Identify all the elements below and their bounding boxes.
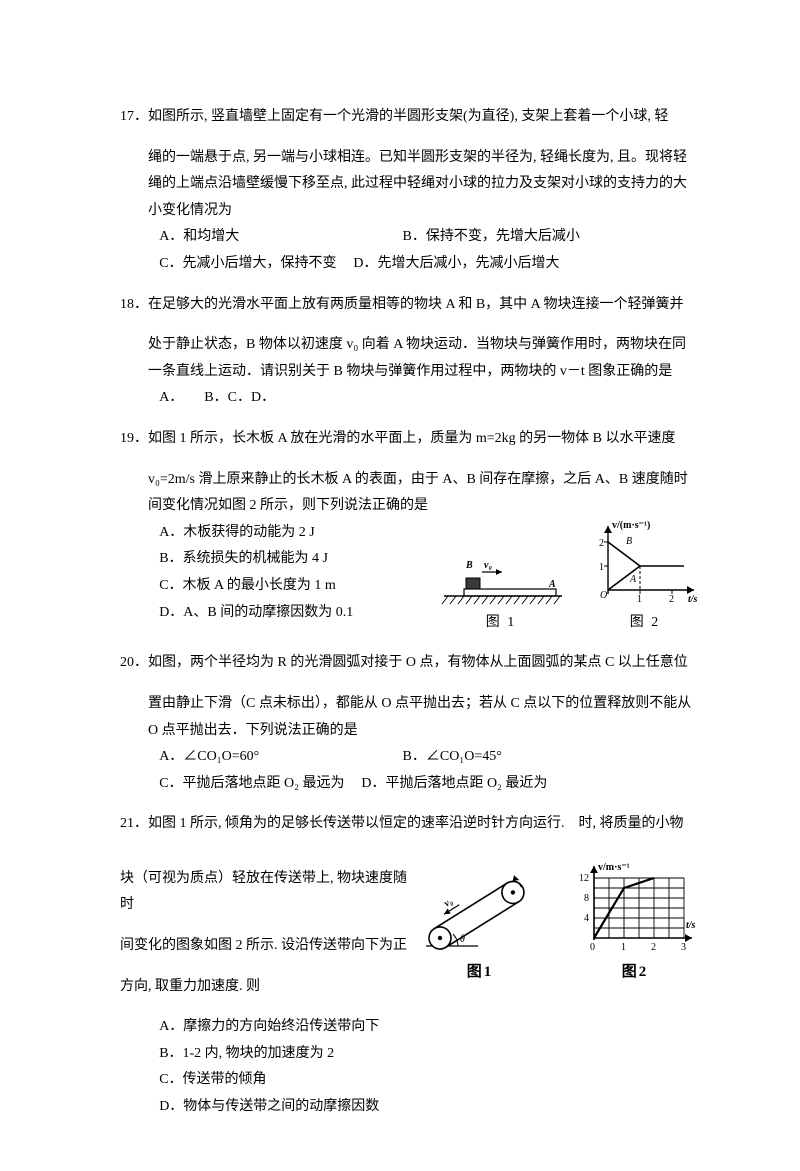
q18-options: A． B．C．D． (120, 385, 700, 412)
q17-line: 绳的上端点沿墙壁缓慢下移至点, 此过程中轻绳对小球的拉力及支架对小球的支持力的大 (120, 171, 700, 198)
question-18-text: 18．在足够大的光滑水平面上放有两质量相等的物块 A 和 B，其中 A 物块连接… (120, 292, 700, 386)
q19-figure-1: B v₀ A 图 1 (436, 556, 566, 637)
question-20-text: 20．如图，两个半径均为 R 的光滑圆弧对接于 O 点，有物体从上面圆弧的某点 … (120, 650, 700, 744)
q21-figure-2: v/m·s⁻¹ t/s 0 1 2 3 4 8 12 图2 (570, 858, 700, 987)
q20-line: O 点平抛出去．下列说法正确的是 (120, 718, 700, 745)
belt-theta: θ (460, 934, 465, 945)
ytick-1: 1 (599, 562, 604, 573)
q20-opt-d: D．平抛后落地点距 O₂ 最近为 (361, 771, 547, 798)
q21-line: 21．如图 1 所示, 倾角为的足够长传送带以恒定的速率沿逆时针方向运行. 时,… (120, 811, 700, 838)
q20-line: 20．如图，两个半径均为 R 的光滑圆弧对接于 O 点，有物体从上面圆弧的某点 … (120, 650, 700, 677)
q19-fig2-caption: 图 2 (590, 610, 700, 637)
pt-B: B (626, 536, 632, 547)
q20-opt-a: A．∠CO₁O=60° (159, 744, 402, 771)
q20-opt-b: B．∠CO₁O=45° (403, 744, 646, 771)
vt-graph-icon: v/(m·s⁻¹) t/s 2 1 1 2 O B A (590, 520, 700, 606)
gx1: 1 (621, 942, 626, 953)
q21-opt-d: D．物体与传送带之间的动摩擦因数 (159, 1094, 420, 1121)
q19-fig1-caption: 图 1 (436, 610, 566, 637)
q20-opt-c: C．平抛后落地点距 O₂ 最远为 (159, 771, 344, 798)
q18-line: 处于静止状态，B 物体以初速度 v₀ 向着 A 物块运动．当物块与弹簧作用时，两… (120, 332, 700, 359)
xlabel: t/s (688, 594, 698, 605)
gx3: 3 (681, 942, 686, 953)
ylabel: v/(m·s⁻¹) (612, 520, 650, 531)
q19-line: v₀=2m/s 滑上原来静止的长木板 A 的表面，由于 A、B 间存在摩擦，之后… (120, 467, 700, 494)
q21-opt-c: C．传送带的倾角 (159, 1067, 420, 1094)
q19-opt-d: D．A、B 间的动摩擦因数为 0.1 (159, 600, 436, 627)
question-17-text: 17．如图所示, 竖直墙壁上固定有一个光滑的半圆形支架(为直径), 支架上套着一… (120, 104, 700, 224)
q21-figure-1: v₀ θ 图1 (420, 862, 540, 987)
q17-line: 小变化情况为 (120, 198, 700, 225)
question-18: 18．在足够大的光滑水平面上放有两质量相等的物块 A 和 B，其中 A 物块连接… (120, 292, 700, 412)
q17-line: 绳的一端悬于点, 另一端与小球相连。已知半圆形支架的半径为, 轻绳长度为, 且。… (120, 145, 700, 172)
gx2: 2 (651, 942, 656, 953)
grid-xlabel: t/s (686, 920, 696, 931)
q21-wrap: 块（可视为质点）轻放在传送带上, 物块速度随时 (120, 866, 420, 919)
q18-opt: A． B．C．D． (159, 385, 683, 412)
question-19-text: 19．如图 1 所示，长木板 A 放在光滑的水平面上，质量为 m=2kg 的另一… (120, 426, 700, 520)
q17-opt-a: A．和均增大 (159, 224, 402, 251)
belt-v0: v₀ (442, 895, 455, 909)
q21-wrap: 方向, 取重力加速度. 则 (120, 974, 420, 1001)
label-A: A (548, 579, 556, 590)
question-17: 17．如图所示, 竖直墙壁上固定有一个光滑的半圆形支架(为直径), 支架上套着一… (120, 104, 700, 278)
gy12: 12 (579, 873, 589, 884)
q17-line: 17．如图所示, 竖直墙壁上固定有一个光滑的半圆形支架(为直径), 支架上套着一… (120, 104, 700, 131)
q19-line: 19．如图 1 所示，长木板 A 放在光滑的水平面上，质量为 m=2kg 的另一… (120, 426, 700, 453)
plank-diagram-icon: B v₀ A (436, 556, 566, 606)
q21-options: A．摩擦力的方向始终沿传送带向下 B．1-2 内, 物块的加速度为 2 C．传送… (120, 1014, 420, 1120)
q18-line: 18．在足够大的光滑水平面上放有两质量相等的物块 A 和 B，其中 A 物块连接… (120, 292, 700, 319)
q19-opt-c: C．木板 A 的最小长度为 1 m (159, 573, 436, 600)
question-20: 20．如图，两个半径均为 R 的光滑圆弧对接于 O 点，有物体从上面圆弧的某点 … (120, 650, 700, 797)
pt-A: A (629, 574, 637, 585)
xtick-2: 2 (669, 594, 674, 605)
q19-opt-a: A．木板获得的动能为 2 J (159, 520, 436, 547)
svg-text:O: O (600, 590, 607, 601)
label-v0: v₀ (484, 560, 492, 571)
grid-graph-icon: v/m·s⁻¹ t/s 0 1 2 3 4 8 12 (570, 858, 700, 954)
gy4: 4 (584, 913, 589, 924)
label-B: B (465, 560, 473, 571)
q21-figB-caption: 图2 (570, 958, 700, 987)
gy8: 8 (584, 893, 589, 904)
question-19: 19．如图 1 所示，长木板 A 放在光滑的水平面上，质量为 m=2kg 的另一… (120, 426, 700, 636)
question-21-text: 21．如图 1 所示, 倾角为的足够长传送带以恒定的速率沿逆时针方向运行. 时,… (120, 811, 700, 838)
conveyor-belt-icon: v₀ θ (420, 862, 540, 954)
q20-options: A．∠CO₁O=60° B．∠CO₁O=45° C．平抛后落地点距 O₂ 最远为… (120, 744, 700, 797)
q21-opt-a: A．摩擦力的方向始终沿传送带向下 (159, 1014, 420, 1041)
q21-opt-b: B．1-2 内, 物块的加速度为 2 (159, 1041, 420, 1068)
q21-figA-caption: 图1 (420, 958, 540, 987)
q19-opt-b: B．系统损失的机械能为 4 J (159, 546, 436, 573)
gx0: 0 (590, 942, 595, 953)
q19-line: 间变化情况如图 2 所示，则下列说法正确的是 (120, 493, 700, 520)
q19-figure-2: v/(m·s⁻¹) t/s 2 1 1 2 O B A 图 2 (590, 520, 700, 637)
q17-opt-d: D．先增大后减小，先减小后增大 (353, 251, 559, 278)
q20-line: 置由静止下滑（C 点未标出），都能从 O 点平抛出去；若从 C 点以下的位置释放… (120, 691, 700, 718)
q17-opt-c: C．先减小后增大，保持不变 (159, 251, 336, 278)
q21-wrap: 间变化的图象如图 2 所示. 设沿传送带向下为正 (120, 933, 420, 960)
q18-line: 一条直线上运动．请识别关于 B 物块与弹簧作用过程中，两物块的 v－t 图象正确… (120, 359, 700, 386)
q17-opt-b: B．保持不变，先增大后减小 (403, 224, 646, 251)
ytick-2: 2 (599, 538, 604, 549)
question-21: 21．如图 1 所示, 倾角为的足够长传送带以恒定的速率沿逆时针方向运行. 时,… (120, 811, 700, 1120)
xtick-1: 1 (637, 594, 642, 605)
grid-ylabel: v/m·s⁻¹ (598, 862, 630, 873)
q19-options: A．木板获得的动能为 2 J B．系统损失的机械能为 4 J C．木板 A 的最… (120, 520, 436, 626)
q17-options: A．和均增大 B．保持不变，先增大后减小 C．先减小后增大，保持不变 D．先增大… (120, 224, 700, 277)
